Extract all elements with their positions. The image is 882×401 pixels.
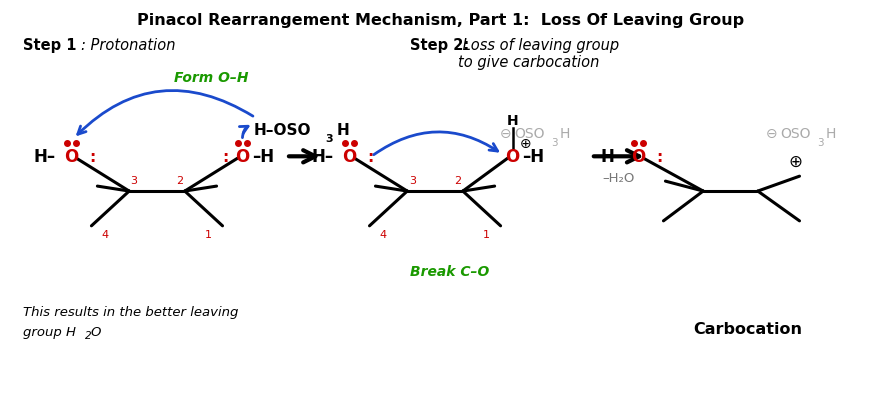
Text: 2: 2 [176,176,183,186]
Text: : Protonation: : Protonation [80,38,175,53]
Text: :: : [89,150,95,164]
Text: ⊕: ⊕ [789,153,803,171]
Text: ⊕: ⊕ [519,137,531,151]
Text: 2: 2 [85,330,91,340]
Text: H–: H– [34,148,56,166]
Text: 2: 2 [454,176,461,186]
Text: OSO: OSO [514,127,545,141]
Text: Step 2:: Step 2: [410,38,469,53]
Text: 1: 1 [206,229,212,239]
Text: Loss of leaving group: Loss of leaving group [458,38,619,53]
Text: Break C–O: Break C–O [410,264,490,278]
Text: O: O [91,325,101,338]
Text: group H: group H [23,325,76,338]
Text: O: O [342,148,356,166]
Text: –H: –H [252,148,274,166]
Text: 3: 3 [818,138,824,148]
Text: 1: 1 [483,229,490,239]
Text: to give carbocation: to give carbocation [458,55,599,70]
Text: :: : [368,150,374,164]
Text: H–: H– [312,148,334,166]
Text: O: O [505,148,519,166]
Text: ⊖: ⊖ [499,127,512,141]
Text: H: H [337,123,349,138]
Text: :: : [222,150,228,164]
Text: H: H [826,127,836,141]
Text: 3: 3 [551,138,557,148]
Text: H–: H– [601,148,623,166]
Text: OSO: OSO [781,127,811,141]
Text: H: H [506,113,519,127]
Text: H–OSO: H–OSO [253,123,310,138]
Text: This results in the better leaving: This results in the better leaving [23,306,238,318]
Text: O: O [632,148,646,166]
Text: Form O–H: Form O–H [175,71,249,85]
Text: –H₂O: –H₂O [602,171,635,184]
Text: Step 1: Step 1 [23,38,77,53]
Text: :: : [656,150,662,164]
Text: 3: 3 [325,134,333,144]
Text: 3: 3 [131,176,138,186]
Text: ⊖: ⊖ [766,127,777,141]
Text: 4: 4 [101,229,108,239]
Text: Carbocation: Carbocation [693,321,803,336]
Text: 3: 3 [408,176,415,186]
Text: Pinacol Rearrangement Mechanism, Part 1:  Loss Of Leaving Group: Pinacol Rearrangement Mechanism, Part 1:… [138,13,744,28]
Text: H: H [559,127,570,141]
Text: O: O [235,148,250,166]
Text: 4: 4 [380,229,387,239]
Text: O: O [64,148,78,166]
Text: –H: –H [522,148,544,166]
